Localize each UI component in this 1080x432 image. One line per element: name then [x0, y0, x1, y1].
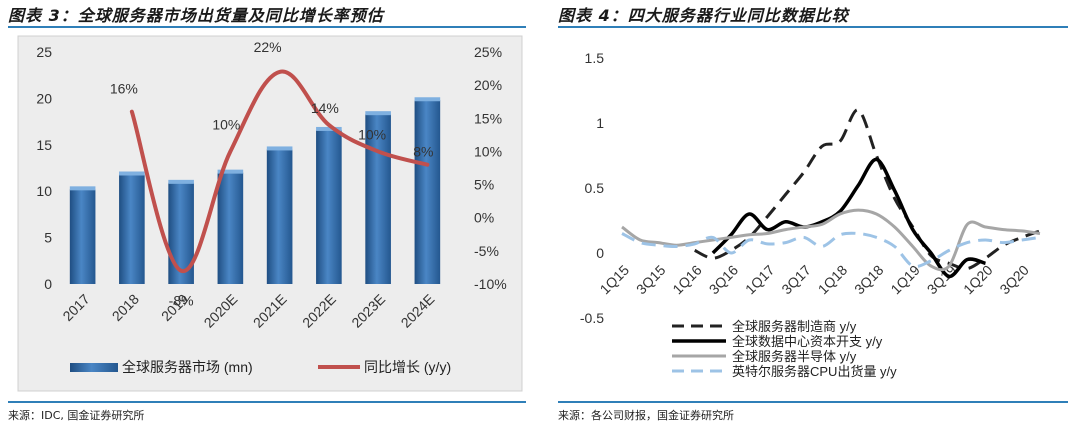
right-y-tick-label: -5%: [474, 243, 499, 259]
right-y-tick-label: 15%: [474, 110, 502, 126]
bar-top: [168, 179, 194, 184]
right-y-tick-label: 1: [596, 115, 604, 131]
right-x-tick-label: 1Q19: [887, 262, 923, 298]
data-label: 16%: [110, 81, 138, 97]
series-line: [694, 108, 1041, 271]
series-line: [711, 157, 986, 279]
series-line: [621, 231, 1041, 269]
left-chart-title: 图表 3：全球服务器市场出货量及同比增长率预估: [8, 6, 384, 25]
data-label: 10%: [212, 116, 240, 132]
left-source: 来源：IDC, 国金证券研究所: [8, 409, 145, 422]
legend-bar-label: 全球服务器市场 (mn): [122, 359, 253, 375]
left-y-tick-label: 15: [36, 137, 52, 153]
data-label: 22%: [254, 39, 282, 55]
bar-top: [69, 186, 96, 191]
right-x-tick-label: 1Q18: [815, 262, 851, 298]
right-x-tick-label: 3Q18: [851, 262, 887, 298]
right-y-tick-label: 0: [596, 245, 604, 261]
right-x-tick-label: 3Q17: [778, 262, 814, 298]
left-title-rule: [8, 26, 526, 28]
legend-label: 全球服务器半导体 y/y: [732, 349, 857, 364]
bar: [69, 189, 96, 284]
bar: [316, 129, 342, 284]
bar: [119, 174, 145, 284]
bar-top: [119, 171, 145, 176]
data-label: 14%: [311, 100, 339, 116]
right-y-tick-label: -10%: [474, 276, 507, 292]
growth-line: [129, 69, 430, 273]
right-x-tick-label: 1Q15: [597, 262, 633, 298]
right-y-tick-label: 25%: [474, 44, 502, 60]
left-y-tick-label: 0: [44, 276, 52, 292]
right-chart-title: 图表 4：四大服务器行业同比数据比较: [558, 6, 849, 25]
data-label: 8%: [413, 144, 433, 160]
bar-top: [316, 126, 342, 131]
right-y-tick-label: 0.5: [585, 180, 605, 196]
right-y-tick-label: 20%: [474, 77, 502, 93]
right-source: 来源：各公司财报，国金证券研究所: [558, 409, 734, 422]
legend-label: 全球服务器制造商 y/y: [732, 319, 857, 334]
legend-bar-swatch: [70, 363, 118, 372]
left-y-tick-label: 25: [36, 44, 52, 60]
right-y-tick-label: 0%: [474, 210, 494, 226]
left-y-tick-label: 10: [36, 183, 52, 199]
data-label: 10%: [358, 126, 386, 142]
bar-top: [217, 169, 244, 174]
right-x-tick-label: 3Q15: [633, 262, 669, 298]
bar-top: [266, 146, 293, 151]
right-x-tick-label: 3Q16: [706, 262, 742, 298]
right-x-tick-label: 1Q17: [742, 262, 778, 298]
legend-label: 英特尔服务器CPU出货量 y/y: [732, 364, 897, 379]
right-x-tick-label: 1Q20: [960, 262, 996, 298]
right-footer-rule: [558, 401, 1068, 403]
left-footer-rule: [8, 401, 526, 403]
bar: [414, 100, 441, 284]
right-y-tick-label: 1.5: [585, 50, 605, 66]
left-y-tick-label: 5: [44, 230, 52, 246]
bar-top: [414, 97, 441, 102]
bar-top: [365, 111, 391, 116]
data-label: -8%: [169, 293, 194, 309]
right-title-rule: [558, 26, 1068, 28]
right-y-tick-label: -0.5: [580, 310, 604, 326]
left-y-tick-label: 20: [36, 90, 52, 106]
legend-line-label: 同比增长 (y/y): [364, 359, 451, 375]
right-y-tick-label: 5%: [474, 177, 494, 193]
bar: [217, 172, 244, 284]
right-x-tick-label: 1Q16: [669, 262, 705, 298]
bar: [365, 114, 391, 285]
right-y-tick-label: 10%: [474, 143, 502, 159]
right-x-tick-label: 3Q20: [996, 262, 1032, 298]
bar: [266, 149, 293, 284]
legend-label: 全球数据中心资本开支 y/y: [732, 334, 883, 349]
right-chart: -0.500.511.5 1Q15 3Q15 1Q16 3Q16 1Q17 3Q17 1Q1…: [580, 50, 1041, 379]
